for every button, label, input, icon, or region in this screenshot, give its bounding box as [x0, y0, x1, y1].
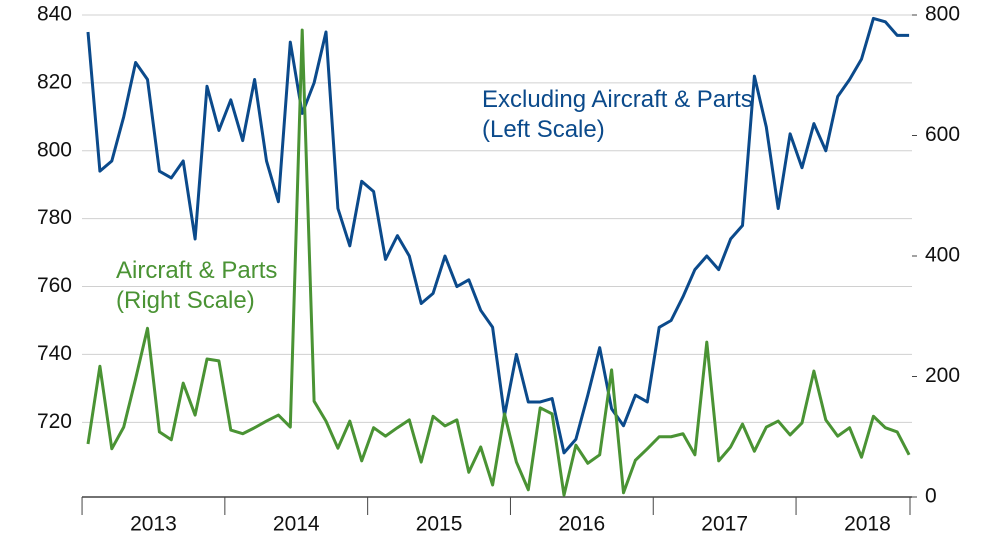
x-tick-label: 2013	[130, 513, 177, 536]
y2-tick-label: 600	[925, 123, 960, 146]
y-tick-label: 840	[37, 3, 72, 26]
series-line	[86, 16, 910, 455]
y2-tick-label: 0	[925, 485, 937, 508]
y-tick-label: 720	[37, 410, 72, 433]
y-tick-label: 820	[37, 70, 72, 93]
x-tick-label: 2016	[558, 513, 605, 536]
x-tick-label: 2014	[273, 513, 320, 536]
y-tick-label: 800	[37, 138, 72, 161]
annotation-left: Excluding Aircraft & Parts (Left Scale)	[482, 86, 753, 143]
series-line	[86, 28, 911, 497]
x-tick-label: 2015	[416, 513, 463, 536]
y2-tick-label: 800	[925, 3, 960, 26]
x-tick-label: 2017	[701, 513, 748, 536]
annotation-right: Aircraft & Parts (Right Scale)	[116, 257, 277, 314]
y-tick-label: 780	[37, 206, 72, 229]
y2-tick-label: 400	[925, 244, 960, 267]
y-tick-label: 760	[37, 274, 72, 297]
x-tick-label: 2018	[844, 513, 891, 536]
y-tick-label: 740	[37, 342, 72, 365]
y2-tick-label: 200	[925, 364, 960, 387]
